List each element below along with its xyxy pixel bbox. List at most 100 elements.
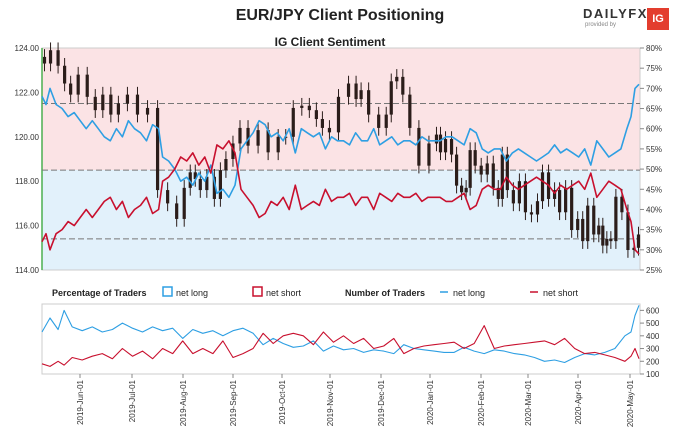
x-tick-label: 2020-Apr-01: [574, 379, 583, 424]
price-candle: [125, 94, 130, 104]
legend-net-short-swatch: [252, 286, 263, 297]
price-candle: [193, 172, 197, 179]
right-tick-label: 65%: [646, 105, 662, 114]
traders-tick-label: 200: [646, 357, 660, 366]
price-candle: [632, 247, 636, 251]
traders-tick-label: 400: [646, 332, 660, 341]
right-tick-label: 50%: [646, 165, 662, 174]
price-candle: [597, 225, 601, 235]
legend-net-short-label: net short: [266, 288, 302, 298]
num-legend-title: Number of Traders: [345, 288, 425, 298]
traders-series: [41, 305, 640, 367]
price-candle: [336, 96, 341, 133]
price-candle: [101, 94, 105, 111]
price-candle: [496, 187, 500, 199]
net-short-line: [41, 140, 640, 255]
price-candle: [408, 94, 412, 128]
left-tick-label: 114.00: [15, 266, 39, 275]
upper-zone-bg: [42, 48, 640, 170]
price-candle: [327, 127, 332, 133]
legend-num-short-label: net short: [543, 288, 579, 298]
price-candle: [63, 65, 67, 84]
price-candle: [427, 143, 431, 166]
price-candle: [581, 218, 585, 242]
price-candle: [266, 130, 270, 153]
traders-tick-label: 500: [646, 319, 660, 328]
price-candle: [605, 238, 609, 246]
price-candle: [614, 196, 618, 242]
price-candle: [620, 196, 624, 213]
price-candle: [276, 136, 280, 153]
right-tick-label: 40%: [646, 205, 662, 214]
price-candle: [354, 83, 358, 100]
price-candle: [224, 159, 228, 171]
left-tick-label: 118.00: [15, 177, 39, 186]
traders-net-short-line: [41, 325, 640, 367]
right-tick-label: 80%: [646, 44, 662, 53]
traders-tick-label: 600: [646, 306, 660, 315]
right-tick-label: 45%: [646, 185, 662, 194]
price-candle: [135, 94, 140, 115]
price-candle: [42, 56, 47, 64]
x-tick-label: 2020-May-01: [626, 379, 635, 427]
net-long-line: [41, 83, 640, 199]
price-candle: [485, 163, 489, 175]
x-tick-label: 2019-Jul-01: [128, 379, 137, 422]
price-candle: [636, 234, 641, 248]
price-candle: [69, 83, 73, 95]
price-candle: [586, 205, 590, 242]
right-tick-label: 75%: [646, 64, 662, 73]
ig-badge: IG: [647, 8, 669, 30]
price-candle: [576, 218, 580, 231]
x-tick-label: 2019-Jun-01: [76, 379, 85, 424]
price-candle: [256, 130, 260, 146]
sentiment-series: [41, 83, 640, 255]
pct-legend-title: Percentage of Traders: [52, 288, 147, 298]
price-candle: [56, 50, 60, 66]
price-candle: [320, 119, 325, 128]
price-candle: [468, 150, 472, 188]
price-candle: [300, 105, 304, 108]
price-candle: [175, 203, 179, 219]
right-tick-label: 70%: [646, 84, 662, 93]
price-candle: [517, 181, 521, 204]
price-candle: [491, 163, 495, 188]
price-candle: [479, 165, 483, 175]
price-candle: [307, 105, 311, 111]
price-candle: [109, 94, 113, 115]
right-tick-label: 30%: [646, 246, 662, 255]
traders-net-long-line: [41, 305, 640, 364]
x-tick-label: 2020-Feb-01: [477, 379, 486, 425]
price-candle: [395, 76, 399, 82]
price-candle: [417, 127, 421, 166]
legend-num-long-label: net long: [453, 288, 485, 298]
left-tick-label: 122.00: [15, 88, 40, 97]
right-axis-ticks: 80% 75% 70% 65% 60% 55% 50% 45% 40% 35% 30% 25%: [640, 44, 662, 275]
right-tick-label: 60%: [646, 125, 662, 134]
x-tick-label: 2019-Dec-01: [377, 379, 386, 426]
price-candle: [367, 90, 371, 115]
logo-subtitle: provided by: [585, 22, 617, 28]
x-tick-label: 2019-Nov-01: [326, 379, 335, 426]
price-candle: [182, 187, 186, 219]
price-candle: [188, 172, 192, 188]
price-candle: [93, 96, 97, 111]
price-candle: [346, 83, 351, 97]
price-candle: [246, 127, 250, 146]
price-candle: [116, 103, 120, 115]
price-candle: [570, 187, 574, 231]
price-candle: [523, 181, 528, 213]
left-tick-label: 124.00: [15, 44, 40, 53]
price-candle: [449, 139, 454, 155]
traders-tick-label: 300: [646, 345, 660, 354]
lower-zone-bg: [42, 170, 640, 270]
price-candle: [601, 225, 605, 246]
price-candle: [540, 172, 545, 202]
price-candle: [460, 185, 464, 193]
price-candle: [205, 176, 209, 191]
price-candle: [535, 201, 540, 215]
x-axis-labels: 2019-Jun-01 2019-Jul-01 2019-Aug-01 2019-Se…: [76, 374, 635, 427]
price-candle: [529, 212, 534, 215]
price-candle: [231, 143, 235, 159]
price-candle: [401, 76, 405, 95]
